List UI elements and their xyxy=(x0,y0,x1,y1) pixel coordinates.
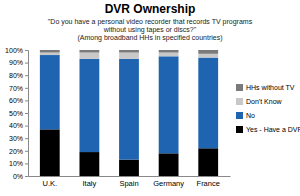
tick-label: 80% xyxy=(9,72,23,79)
series xyxy=(40,55,218,160)
series xyxy=(40,50,218,54)
tick-label: Italy xyxy=(83,179,97,188)
tick-label: U.K. xyxy=(42,179,57,188)
tick: Spain xyxy=(119,179,138,188)
bar xyxy=(198,148,218,176)
bar xyxy=(79,53,99,59)
tick-mark xyxy=(25,88,28,89)
bar xyxy=(198,54,218,58)
subtitle: "Do you have a personal video recorder t… xyxy=(48,18,253,26)
tick-label: Germany xyxy=(153,179,184,188)
tick-label: 20% xyxy=(9,148,23,155)
bar xyxy=(159,50,179,53)
tick-label: 50% xyxy=(9,110,23,117)
bar xyxy=(119,53,139,59)
series xyxy=(40,53,218,59)
tick-label: France xyxy=(197,179,220,188)
tick-mark xyxy=(25,63,28,64)
bar xyxy=(79,152,99,176)
subtitle: (Among broadband HHs in specified countr… xyxy=(77,34,222,42)
legend-label: Don't Know xyxy=(246,98,283,105)
tick: 50% xyxy=(9,110,28,117)
bar xyxy=(40,53,60,56)
chart: DVR Ownership "Do you have a personal vid… xyxy=(0,0,300,196)
bar xyxy=(119,59,139,160)
tick: 90% xyxy=(9,59,28,66)
plot: 0% 10% 20% 30% 40% 50% 60% 70% 80% 90% 100% U.K. Ita… xyxy=(5,47,230,189)
tick-mark xyxy=(25,75,28,76)
tick-mark xyxy=(25,151,28,152)
tick-label: Spain xyxy=(119,179,138,188)
tick: Italy xyxy=(83,179,97,188)
tick-label: 0% xyxy=(13,173,23,180)
legend-swatch xyxy=(236,84,243,91)
bar xyxy=(159,53,179,57)
tick: France xyxy=(197,179,220,188)
tick: 70% xyxy=(9,85,28,92)
bar xyxy=(40,55,60,129)
tick-label: 90% xyxy=(9,59,23,66)
tick: 30% xyxy=(9,135,28,142)
tick-label: 10% xyxy=(9,160,23,167)
tick-mark xyxy=(25,50,28,51)
bar xyxy=(40,129,60,176)
title: DVR Ownership xyxy=(105,2,196,16)
tick-mark xyxy=(25,100,28,101)
bars xyxy=(40,50,218,176)
tick-label: 70% xyxy=(9,85,23,92)
tick-mark xyxy=(25,138,28,139)
tick-mark xyxy=(25,113,28,114)
legend-swatch xyxy=(236,98,243,105)
bar xyxy=(159,56,179,153)
tick: 20% xyxy=(9,148,28,155)
tick-label: 40% xyxy=(9,122,23,129)
tick-label: 100% xyxy=(5,47,23,54)
subtitle: without using tapes or discs?" xyxy=(103,26,197,34)
tick: 10% xyxy=(9,160,28,167)
bar xyxy=(119,160,139,176)
bar xyxy=(198,50,218,54)
bar xyxy=(79,59,99,152)
bar xyxy=(159,153,179,176)
legend: HHs without TV Don't Know No Yes - Have a D… xyxy=(236,84,300,133)
x-axis: U.K. Italy Spain Germany France xyxy=(29,177,231,189)
tick-mark xyxy=(25,176,28,177)
tick-mark xyxy=(25,163,28,164)
bar xyxy=(40,50,60,53)
tick-mark xyxy=(25,126,28,127)
tick: 0% xyxy=(13,173,28,180)
tick: U.K. xyxy=(42,179,57,188)
tick: Germany xyxy=(153,179,184,188)
tick: 60% xyxy=(9,97,28,104)
tick-label: 60% xyxy=(9,97,23,104)
legend-swatch xyxy=(236,112,243,119)
bar xyxy=(198,58,218,149)
axis-line xyxy=(25,51,29,177)
axis-line xyxy=(29,176,231,177)
legend-label: No xyxy=(246,112,255,119)
tick: 40% xyxy=(9,122,28,129)
y-axis: 0% 10% 20% 30% 40% 50% 60% 70% 80% 90% 100% xyxy=(5,47,28,180)
bar xyxy=(79,50,99,53)
legend-label: HHs without TV xyxy=(246,84,295,91)
legend-label: Yes - Have a DVR xyxy=(246,126,300,133)
tick: 80% xyxy=(9,72,28,79)
tick-label: 30% xyxy=(9,135,23,142)
bar xyxy=(119,50,139,53)
legend-swatch xyxy=(236,126,243,133)
tick: 100% xyxy=(5,47,28,54)
